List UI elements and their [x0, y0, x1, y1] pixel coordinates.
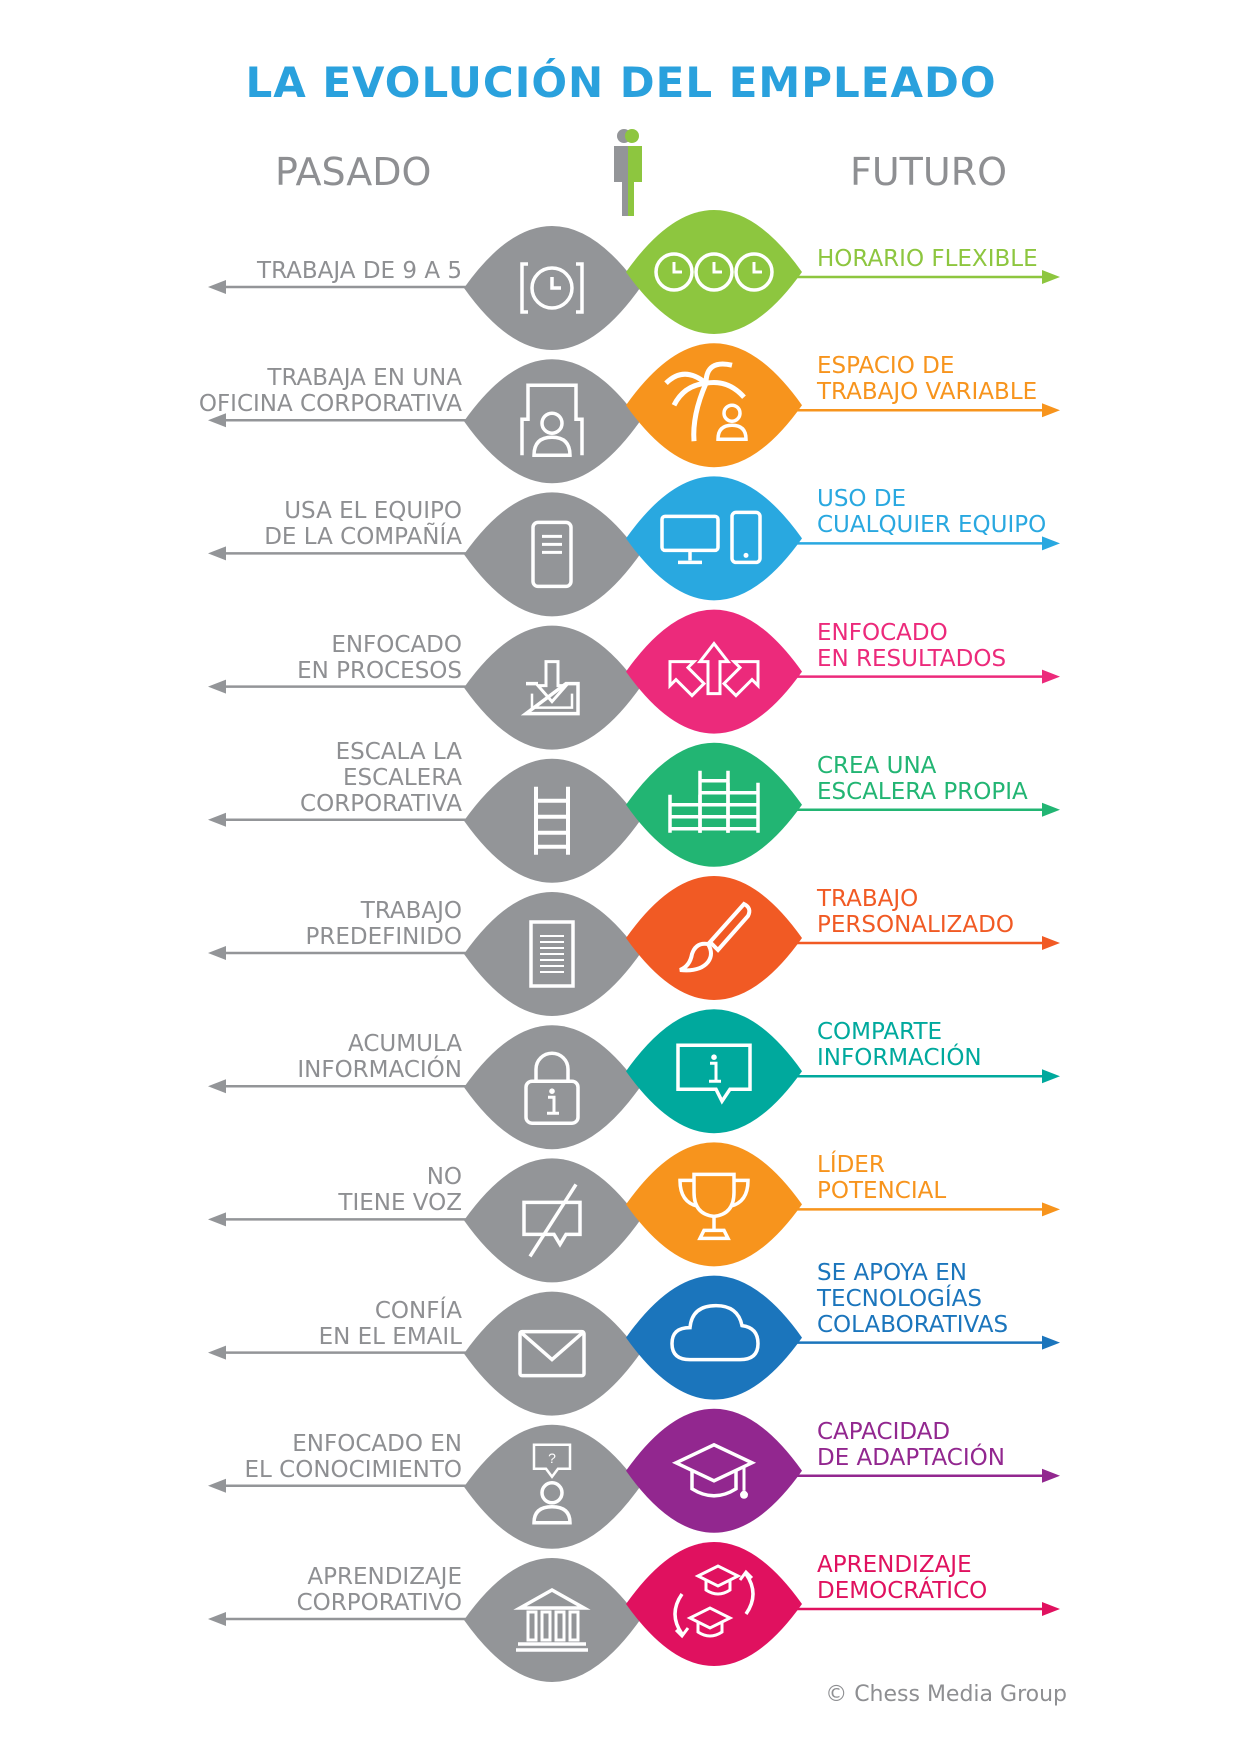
future-arrow-head: [1042, 1335, 1060, 1350]
chat-info-icon: [676, 1043, 752, 1105]
credit-text: © Chess Media Group: [825, 1682, 1067, 1707]
past-shape: [464, 359, 640, 484]
future-shape: [626, 1408, 802, 1533]
person-icon: [614, 129, 642, 216]
padlock-info-icon: [524, 1051, 580, 1125]
past-arrow-head: [208, 1478, 226, 1493]
future-arrow-head: [1042, 802, 1060, 817]
future-arrow-head: [1042, 936, 1060, 950]
trophy-icon: [678, 1172, 750, 1241]
past-column-heading: PASADO: [275, 150, 432, 194]
past-shape: [464, 1424, 640, 1549]
future-label: LÍDER POTENCIAL: [817, 1152, 947, 1205]
future-arrow-head: [1042, 403, 1060, 418]
future-label: SE APOYA EN TECNOLOGÍAS COLABORATIVAS: [817, 1259, 1009, 1338]
future-shape: [626, 609, 802, 734]
future-shape: [626, 1275, 802, 1400]
future-label: ESPACIO DE TRABAJO VARIABLE: [817, 353, 1038, 406]
past-label: ENFOCADO EN EL CONOCIMIENTO: [244, 1430, 463, 1483]
past-label: ESCALA LA ESCALERA CORPORATIVA: [300, 738, 462, 817]
past-shape: [464, 758, 640, 883]
person-question-icon: ?: [532, 1443, 572, 1525]
future-arrow-head: [1042, 270, 1060, 284]
past-arrow-head: [208, 679, 226, 694]
inbox-download-icon: [520, 660, 580, 716]
ladder-icon: [534, 786, 570, 855]
past-label: ENFOCADO EN PROCESOS: [297, 631, 462, 684]
past-label: ACUMULA INFORMACIÓN: [297, 1031, 462, 1084]
past-label: APRENDIZAJE CORPORATIVO: [296, 1564, 462, 1616]
past-label: USA EL EQUIPO DE LA COMPAÑÍA: [264, 498, 462, 551]
future-label: COMPARTE INFORMACIÓN: [817, 1019, 982, 1072]
multi-ladder-icon: [668, 770, 760, 833]
future-arrow-head: [1042, 1069, 1060, 1084]
past-label: TRABAJA DE 9 A 5: [257, 258, 462, 284]
future-shape: [626, 1542, 802, 1666]
past-label: NO TIENE VOZ: [338, 1164, 462, 1217]
past-arrow-head: [208, 946, 226, 960]
future-label: APRENDIZAJE DEMOCRÁTICO: [817, 1552, 988, 1604]
future-arrow-head: [1042, 669, 1060, 684]
paintbrush-icon: [679, 901, 752, 973]
past-arrow-head: [208, 1612, 226, 1626]
document-icon: [529, 920, 575, 988]
past-label: TRABAJA EN UNA OFICINA CORPORATIVA: [198, 365, 462, 418]
three-clocks-icon: [654, 252, 774, 292]
future-arrow-head: [1042, 1468, 1060, 1483]
past-arrow-head: [208, 280, 226, 294]
future-shape: [626, 476, 802, 601]
cloud-icon: [670, 1303, 760, 1362]
past-arrow-head: [208, 812, 226, 827]
future-label: ENFOCADO EN RESULTADOS: [817, 619, 1007, 672]
svg-text:?: ?: [548, 1450, 556, 1466]
future-shape: [626, 343, 802, 468]
past-label: TRABAJO PREDEFINIDO: [305, 898, 462, 950]
palm-tree-person-icon: [664, 361, 748, 442]
future-arrow-head: [1042, 1202, 1060, 1217]
server-icon: [531, 520, 573, 589]
past-arrow-head: [208, 1212, 226, 1227]
past-shape: [464, 1558, 640, 1682]
monitor-phone-icon: [660, 510, 762, 565]
future-shape: [626, 1009, 802, 1134]
past-label: CONFÍA EN EL EMAIL: [318, 1297, 462, 1350]
caps-cycle-icon: [673, 1564, 755, 1639]
past-arrow-head: [208, 413, 226, 428]
future-label: TRABAJO PERSONALIZADO: [817, 886, 1014, 938]
future-arrow-head: [1042, 536, 1060, 551]
page-title: LA EVOLUCIÓN DEL EMPLEADO: [245, 58, 997, 107]
future-arrow-head: [1042, 1602, 1060, 1616]
office-desk-icon: [520, 383, 584, 457]
past-arrow-head: [208, 546, 226, 561]
arrows-out-icon: [668, 641, 760, 698]
future-shape: [626, 1142, 802, 1267]
future-label: USO DE CUALQUIER EQUIPO: [817, 486, 1047, 539]
clock-icon: [520, 262, 584, 314]
future-label: CAPACIDAD DE ADAPTACIÓN: [817, 1418, 1005, 1471]
future-label: CREA UNA ESCALERA PROPIA: [817, 752, 1028, 805]
past-shape: [464, 492, 640, 617]
institution-icon: [513, 1587, 591, 1652]
past-arrow-head: [208, 1345, 226, 1360]
future-label: HORARIO FLEXIBLE: [817, 246, 1038, 272]
past-shape: [464, 1291, 640, 1416]
graduation-cap-icon: [671, 1442, 757, 1499]
past-shape: [464, 1025, 640, 1150]
future-column-heading: FUTURO: [850, 150, 1008, 194]
past-shape: [464, 625, 640, 750]
envelope-icon: [518, 1329, 586, 1378]
past-arrow-head: [208, 1079, 226, 1094]
muted-chat-icon: [522, 1183, 582, 1258]
